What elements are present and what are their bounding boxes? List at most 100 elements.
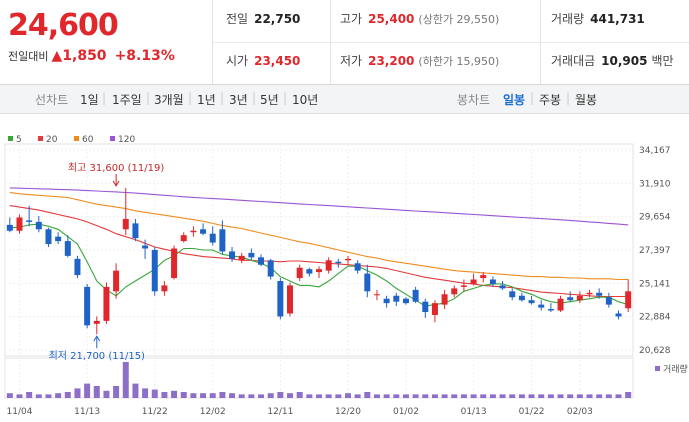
price-change: 전일대비 ▲1,850 +8.13% [8,48,175,64]
volume-bar [480,394,487,398]
candle-body [431,303,438,315]
volume-legend-swatch [655,366,660,371]
volume-bar [335,394,342,398]
volume-bar [383,394,390,398]
volume-bar [171,390,178,398]
x-tick-label: 11/13 [74,407,100,417]
price-header: 24,600 전일대비 ▲1,850 +8.13% 전일 22,750 고가 25,40… [0,0,689,85]
candle-body [567,297,574,301]
period-1d-button[interactable]: 1일 [80,93,99,107]
candle-body [26,220,33,222]
prev-close: 전일 22,750 [226,10,300,27]
volume-bar [451,394,458,398]
candle-monthly-button[interactable]: 월봉 [575,93,598,107]
ma120-line [9,187,629,226]
x-tick-label: 12/02 [200,407,226,417]
x-tick-label: 01/13 [461,407,487,417]
period-3m-button[interactable]: 3개월 [154,93,184,107]
volume-bar [103,390,110,398]
amount-unit: 백만 [651,54,674,68]
candle-body [412,289,419,302]
stock-chart[interactable]: 34,167 31,910 29,654 27,397 25,141 22,884 20,6… [0,114,689,422]
candle-daily-button[interactable]: 일봉 [503,93,526,107]
candle-body [287,285,294,314]
candle-body [55,236,62,242]
legend-swatch [74,136,79,141]
volume-bar [219,392,226,398]
chart-toolbar: 선차트 1일 | 1주일 | 3개월 | 1년 | 3년 | 5년 | 10년 … [0,85,689,114]
volume-bar [55,393,62,398]
low-annotation: 최저 21,700 (11/15) [49,350,145,362]
lower-limit: (하한가 15,950) [418,55,500,68]
candle-weekly-button[interactable]: 주봉 [539,93,562,107]
y-tick-label: 25,141 [639,279,671,289]
volume-bar [325,394,332,398]
candle-body [625,291,632,309]
legend-label: 20 [46,135,58,145]
candle-body [316,269,322,273]
volume-bar [412,394,419,398]
period-3y-button[interactable]: 3년 [229,93,248,107]
separator: | [566,91,571,105]
x-tick-label: 11/22 [142,407,168,417]
candle-body [258,257,265,265]
candle-body [451,288,458,295]
candle-body [267,260,274,277]
volume-bar [316,394,322,398]
x-tick-label: 01/22 [519,407,545,417]
period-10y-button[interactable]: 10년 [292,93,319,107]
candle-body [441,294,448,305]
period-1y-button[interactable]: 1년 [197,93,216,107]
volume-bar [238,394,245,398]
candle-body [393,295,400,302]
current-price: 24,600 [8,8,119,43]
volume-bar [470,394,477,398]
separator: | [252,91,257,105]
period-1w-button[interactable]: 1주일 [112,93,142,107]
low-label: 저가 [340,54,363,68]
candle-body [605,297,612,305]
volume-bar [200,393,207,398]
volume-bar [364,392,371,398]
prev-close-value: 22,750 [254,12,301,26]
y-tick-label: 20,628 [639,346,671,356]
y-tick-label: 34,167 [639,146,671,156]
volume-bar [596,394,603,398]
volume-bar [209,393,216,398]
volume-bar [277,392,284,398]
volume-bar [393,394,400,398]
volume-bar [142,388,149,398]
x-tick-label: 01/02 [393,407,419,417]
volume-bar [26,392,33,398]
candle-body [480,275,487,279]
y-tick-label: 22,884 [639,313,671,323]
candle-body [229,251,236,259]
period-5y-button[interactable]: 5년 [260,93,279,107]
volume-bar [16,394,23,398]
volume-value: 441,731 [590,12,645,26]
ma60-line [9,191,629,281]
line-chart-label: 선차트 [35,93,69,107]
volume-bar [74,388,81,398]
volume-bar [93,386,100,398]
separator: | [146,91,151,105]
volume-bar [180,392,187,398]
candle-body [538,304,545,308]
candle-body [547,309,554,311]
candle-body [596,292,603,296]
low-price: 저가 23,200 (하한가 15,950) [340,52,499,69]
candle-body [84,286,91,326]
volume-bar [84,383,91,398]
change-arrow-icon: ▲ [51,48,63,64]
upper-limit: (상한가 29,550) [418,13,500,26]
volume-bar [6,393,13,398]
volume-bar [248,394,255,398]
x-tick-label: 12/20 [335,407,361,417]
legend-swatch [8,136,13,141]
volume-bar [296,392,303,398]
candle-body [460,285,467,287]
volume-bar [586,394,593,398]
candle-body [180,235,187,242]
volume-bar [64,392,71,398]
amount-value: 10,905 [601,54,648,68]
